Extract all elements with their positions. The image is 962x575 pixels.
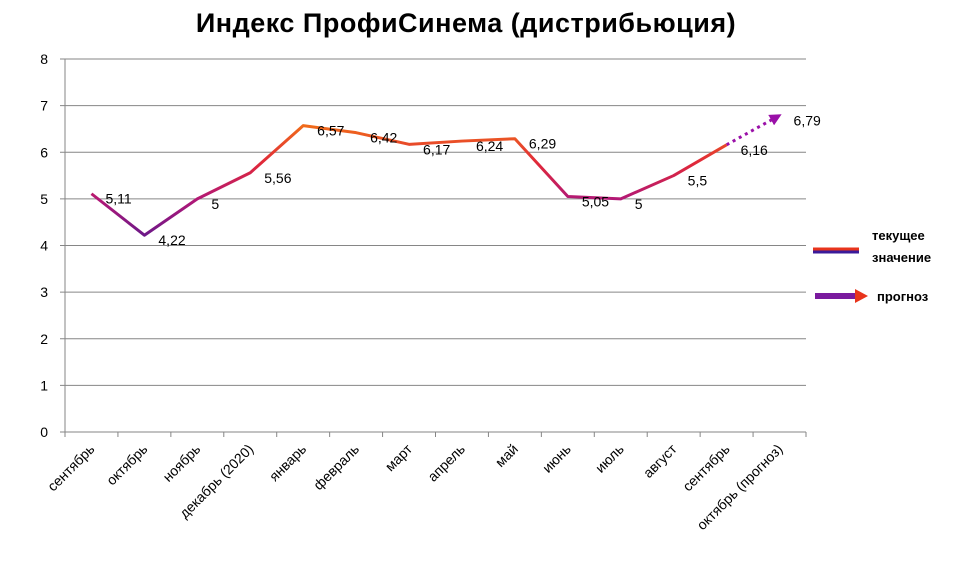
- y-tick-labels: 0 1 2 3 4 5 6 7 8: [40, 51, 48, 440]
- forecast-line: [725, 114, 782, 147]
- y-tick-label: 0: [40, 424, 48, 440]
- x-tick-label: сентябрь: [679, 441, 732, 494]
- x-tick-label: сентябрь: [44, 441, 97, 494]
- x-tick-label: август: [640, 440, 680, 480]
- legend-item-forecast: прогноз: [815, 289, 929, 304]
- x-tick-label: февраль: [310, 441, 362, 493]
- y-tick-label: 6: [40, 144, 48, 160]
- data-label: 5,56: [264, 170, 291, 186]
- data-label: 5,05: [582, 194, 609, 210]
- legend-forecast-label: прогноз: [877, 289, 929, 304]
- y-tick-label: 7: [40, 98, 48, 114]
- series-forecast: [725, 114, 782, 147]
- data-label: 5: [635, 196, 643, 212]
- legend-forecast-arrow-shaft: [815, 293, 857, 299]
- data-label: 6,79: [794, 112, 821, 128]
- x-tick-label: июнь: [539, 441, 574, 476]
- chart-title: Индекс ПрофиСинема (дистрибьюция): [195, 8, 737, 38]
- data-label: 6,57: [317, 123, 344, 139]
- legend-current-label-line2: значение: [872, 250, 931, 265]
- y-tick-label: 2: [40, 331, 48, 347]
- data-label: 5,11: [105, 191, 131, 207]
- x-tick-label: июль: [592, 441, 627, 476]
- x-tick-label: апрель: [424, 441, 468, 485]
- data-labels: 5,11 4,22 5 5,56 6,57 6,42 6,17 6,24 6,29 5,05 5 5,…: [105, 112, 821, 248]
- data-label: 4,22: [158, 232, 185, 248]
- data-label: 6,17: [423, 141, 450, 157]
- x-tick-label: март: [382, 440, 416, 474]
- y-tick-label: 3: [40, 284, 48, 300]
- current-value-line: [90, 124, 728, 237]
- series-current-value: [90, 124, 728, 237]
- x-tick-label: ноябрь: [159, 441, 203, 485]
- data-label: 6,24: [476, 138, 503, 154]
- legend-item-current: текущее значение: [813, 228, 931, 265]
- axes: [60, 58, 807, 437]
- grid: [65, 58, 806, 386]
- data-label: 6,29: [529, 136, 556, 152]
- legend: текущее значение прогноз: [813, 228, 931, 304]
- x-tick-label: май: [492, 441, 521, 470]
- legend-current-label-line1: текущее: [872, 228, 925, 243]
- data-label: 5: [211, 196, 219, 212]
- y-tick-label: 5: [40, 191, 48, 207]
- data-label: 6,16: [741, 142, 768, 158]
- data-label: 5,5: [688, 173, 708, 189]
- x-tick-label: октябрь: [103, 441, 150, 488]
- x-tick-label: январь: [266, 441, 309, 484]
- y-tick-label: 4: [40, 238, 48, 254]
- y-tick-label: 1: [40, 377, 48, 393]
- y-tick-label: 8: [40, 51, 48, 67]
- legend-forecast-arrow-head: [855, 289, 868, 303]
- data-label: 6,42: [370, 130, 397, 146]
